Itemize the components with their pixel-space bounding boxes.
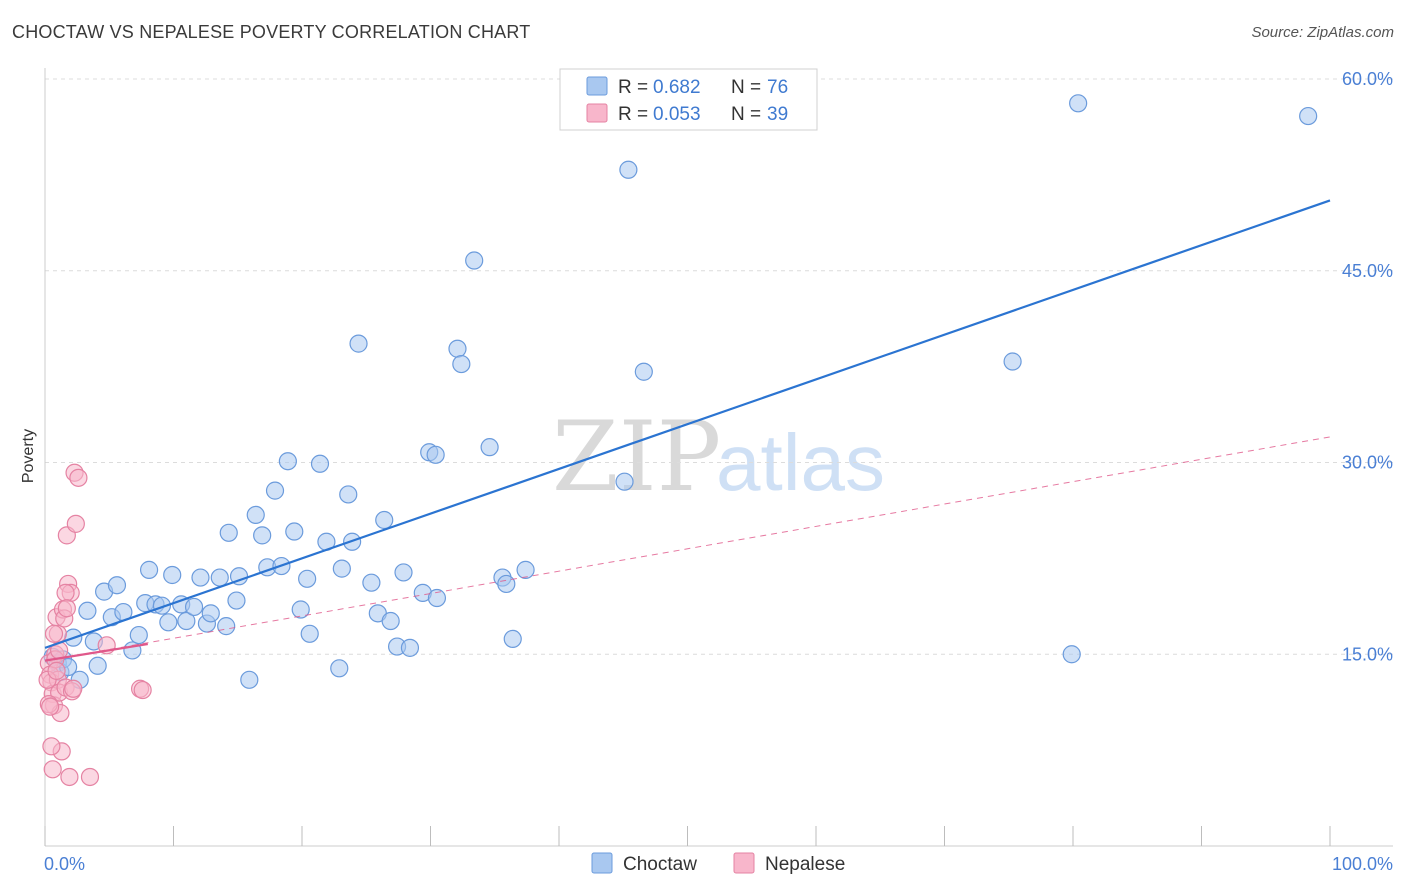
legend-n-value-nepalese: 39 (767, 104, 788, 125)
bottom-legend-label-choctaw: Choctaw (623, 854, 697, 875)
data-point-choctaw (240, 670, 259, 689)
data-point-choctaw (375, 510, 394, 530)
data-point-choctaw (253, 526, 272, 545)
trend-line-nepalese (44, 642, 148, 662)
bottom-legend-swatch-choctaw (591, 852, 613, 874)
data-point-nepalese (80, 767, 100, 787)
series-legend: Choctaw Nepalese (591, 852, 845, 875)
data-point-choctaw (1062, 645, 1081, 664)
data-point-choctaw (427, 588, 447, 608)
data-point-choctaw (107, 576, 127, 595)
data-point-choctaw (310, 454, 330, 473)
data-point-choctaw (426, 445, 445, 464)
series-nepalese (38, 463, 152, 787)
y-tick-label: 30.0% (1342, 453, 1393, 473)
data-point-choctaw (227, 591, 246, 610)
data-point-choctaw (615, 472, 634, 491)
data-point-choctaw (219, 523, 238, 542)
data-point-choctaw (1003, 352, 1022, 371)
chart-title: CHOCTAW VS NEPALESE POVERTY CORRELATION … (12, 22, 531, 42)
data-point-choctaw (516, 560, 535, 579)
legend-r-label-choctaw: R = (618, 77, 648, 98)
legend-n-label-nepalese: N = (731, 104, 761, 125)
data-point-choctaw (201, 604, 220, 623)
watermark-zip: ZIP (552, 401, 721, 513)
data-point-choctaw (177, 611, 196, 631)
data-point-choctaw (159, 613, 178, 632)
data-point-choctaw (497, 574, 516, 594)
source-credit: Source: ZipAtlas.com (1251, 24, 1394, 41)
bottom-legend-label-nepalese: Nepalese (765, 854, 845, 875)
data-point-choctaw (349, 334, 368, 353)
data-point-nepalese (57, 599, 76, 618)
data-point-choctaw (152, 596, 172, 615)
data-point-choctaw (1299, 106, 1318, 126)
data-point-nepalese (47, 661, 66, 680)
data-point-choctaw (300, 624, 319, 643)
data-point-choctaw (394, 563, 413, 582)
stats-legend: R = 0.682 N = 76 R = 0.053 N = 39 (559, 68, 818, 131)
data-point-choctaw (381, 611, 400, 631)
y-tick-label: 15.0% (1342, 644, 1393, 664)
data-point-choctaw (332, 559, 351, 578)
legend-r-label-nepalese: R = (618, 104, 648, 125)
legend-n-value-choctaw: 76 (767, 77, 788, 98)
data-point-choctaw (265, 481, 285, 500)
legend-swatch-nepalese (586, 103, 608, 123)
x-tick-label-max: 100.0% (1332, 854, 1393, 874)
legend-r-value-nepalese: 0.053 (653, 104, 701, 125)
legend-r-value-choctaw: 0.682 (653, 77, 701, 98)
data-point-choctaw (448, 339, 467, 358)
data-point-choctaw (217, 617, 236, 636)
data-point-nepalese (60, 767, 79, 787)
x-tick-label-min: 0.0% (44, 854, 85, 874)
data-point-choctaw (465, 251, 484, 270)
data-point-choctaw (184, 597, 204, 617)
data-point-choctaw (210, 568, 229, 587)
data-point-choctaw (139, 560, 159, 579)
y-axis-label: Poverty (20, 429, 37, 483)
data-point-choctaw (298, 569, 317, 588)
trend-line-dashed-nepalese (44, 436, 1331, 662)
bottom-legend-swatch-nepalese (733, 852, 755, 874)
data-point-nepalese (44, 624, 64, 643)
y-tick-label: 45.0% (1342, 261, 1393, 281)
data-point-choctaw (1069, 94, 1088, 113)
data-point-choctaw (362, 573, 381, 592)
data-point-choctaw (129, 625, 148, 645)
data-point-nepalese (66, 514, 85, 533)
data-point-choctaw (291, 600, 310, 619)
data-point-nepalese (41, 697, 60, 716)
trend-layer (44, 199, 1331, 662)
data-point-choctaw (619, 160, 638, 179)
series-layer (38, 94, 1318, 787)
series-choctaw (43, 94, 1318, 689)
data-point-nepalese (69, 468, 88, 487)
data-point-choctaw (191, 568, 210, 587)
data-point-choctaw (400, 638, 420, 657)
data-point-choctaw (78, 601, 97, 620)
data-point-choctaw (339, 485, 358, 504)
y-tick-label: 60.0% (1342, 69, 1393, 89)
data-point-choctaw (330, 659, 349, 678)
legend-n-label-choctaw: N = (731, 77, 761, 98)
data-point-choctaw (163, 565, 182, 585)
data-point-nepalese (56, 583, 75, 602)
trend-line-choctaw (44, 199, 1331, 649)
data-point-choctaw (503, 629, 522, 649)
data-point-choctaw (452, 354, 471, 374)
data-point-nepalese (43, 760, 62, 779)
data-point-choctaw (88, 656, 107, 675)
data-point-nepalese (133, 680, 152, 700)
data-point-nepalese (42, 737, 61, 756)
data-point-choctaw (246, 505, 265, 525)
data-point-choctaw (480, 438, 499, 457)
data-point-choctaw (634, 362, 653, 381)
data-point-nepalese (64, 679, 83, 698)
legend-swatch-choctaw (586, 76, 608, 96)
data-point-choctaw (278, 452, 297, 471)
axes (44, 68, 1393, 847)
data-point-choctaw (285, 522, 304, 541)
